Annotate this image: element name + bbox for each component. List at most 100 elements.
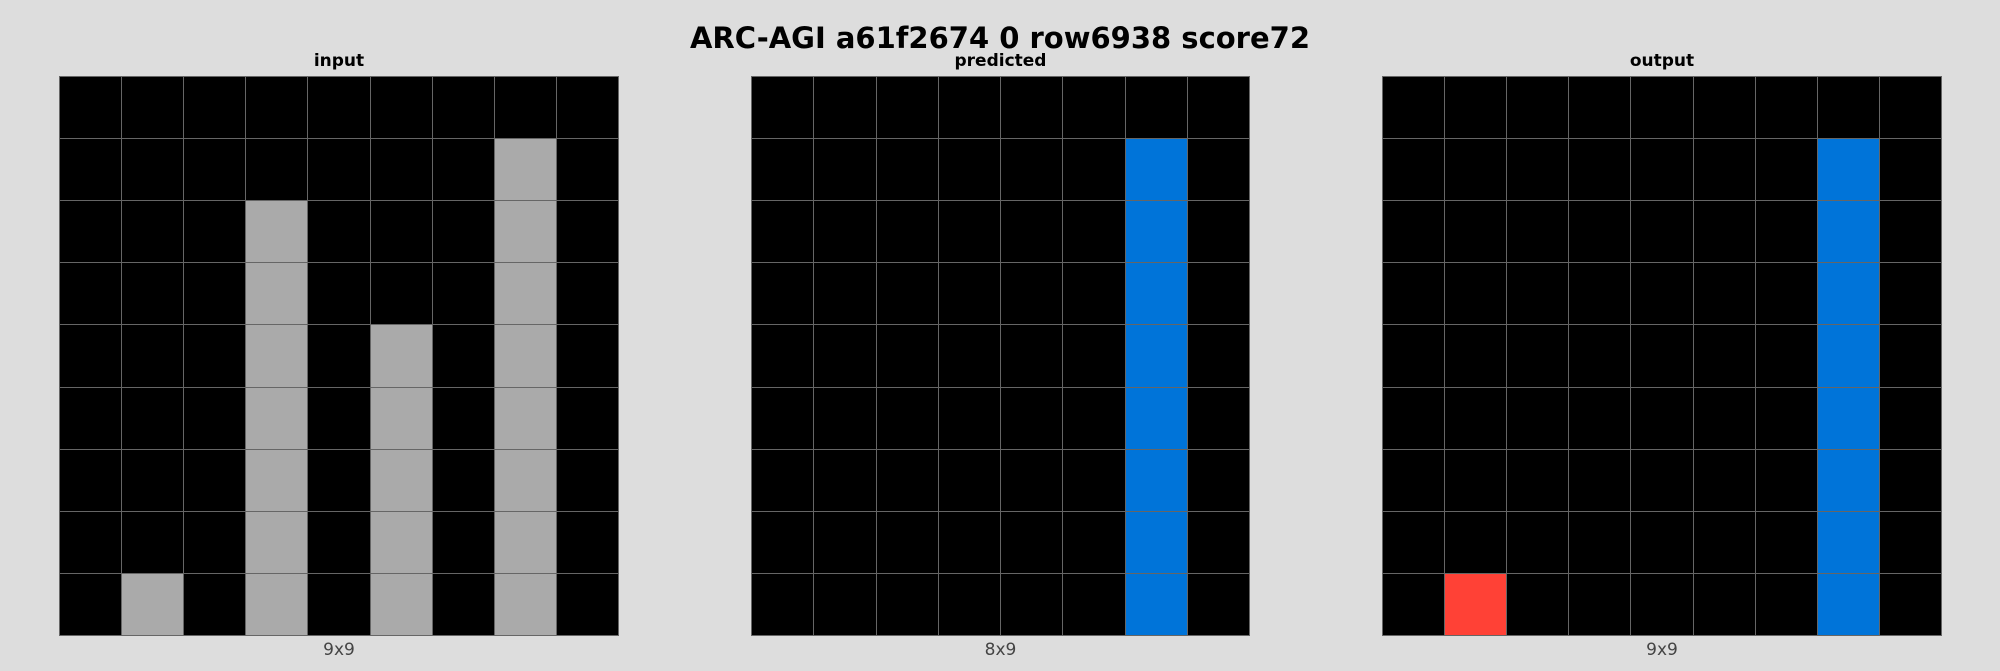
input-cell-r6-c3 xyxy=(246,449,308,511)
input-cell-r7-c2 xyxy=(184,511,246,573)
output-cell-r0-c7 xyxy=(1817,77,1879,139)
predicted-cell-r5-c5 xyxy=(1063,387,1125,449)
predicted-cell-r4-c6 xyxy=(1125,325,1187,387)
output-cell-r6-c2 xyxy=(1507,449,1569,511)
input-cell-r0-c2 xyxy=(184,77,246,139)
input-cell-r4-c7 xyxy=(494,325,556,387)
output-cell-r3-c5 xyxy=(1693,263,1755,325)
output-cell-r7-c5 xyxy=(1693,511,1755,573)
output-cell-r5-c1 xyxy=(1445,387,1507,449)
input-cell-r0-c1 xyxy=(122,77,184,139)
output-cell-r3-c6 xyxy=(1755,263,1817,325)
output-cell-r4-c2 xyxy=(1507,325,1569,387)
output-cell-r1-c7 xyxy=(1817,139,1879,201)
output-cell-r8-c3 xyxy=(1569,573,1631,635)
output-cell-r0-c2 xyxy=(1507,77,1569,139)
output-cell-r6-c5 xyxy=(1693,449,1755,511)
predicted-cell-r2-c5 xyxy=(1063,201,1125,263)
input-cell-r5-c6 xyxy=(432,387,494,449)
output-cell-r0-c5 xyxy=(1693,77,1755,139)
predicted-cell-r2-c1 xyxy=(814,201,876,263)
predicted-cell-r1-c5 xyxy=(1063,139,1125,201)
predicted-cell-r4-c3 xyxy=(938,325,1000,387)
predicted-cell-r3-c3 xyxy=(938,263,1000,325)
predicted-cell-r1-c1 xyxy=(814,139,876,201)
output-cell-r3-c1 xyxy=(1445,263,1507,325)
predicted-cell-r7-c0 xyxy=(752,511,814,573)
output-cell-r1-c2 xyxy=(1507,139,1569,201)
predicted-cell-r2-c0 xyxy=(752,201,814,263)
output-cell-r3-c3 xyxy=(1569,263,1631,325)
input-cell-r6-c8 xyxy=(556,449,618,511)
predicted-grid xyxy=(751,76,1250,636)
input-cell-r2-c2 xyxy=(184,201,246,263)
output-cell-r6-c3 xyxy=(1569,449,1631,511)
predicted-cell-r2-c3 xyxy=(938,201,1000,263)
input-cell-r2-c3 xyxy=(246,201,308,263)
output-cell-r3-c7 xyxy=(1817,263,1879,325)
output-cell-r4-c4 xyxy=(1631,325,1693,387)
output-cell-r8-c5 xyxy=(1693,573,1755,635)
input-cell-r8-c8 xyxy=(556,573,618,635)
output-cell-r7-c6 xyxy=(1755,511,1817,573)
predicted-cell-r3-c0 xyxy=(752,263,814,325)
input-cell-r3-c8 xyxy=(556,263,618,325)
predicted-cell-r7-c3 xyxy=(938,511,1000,573)
input-cell-r3-c6 xyxy=(432,263,494,325)
input-cell-r6-c2 xyxy=(184,449,246,511)
predicted-cell-r1-c6 xyxy=(1125,139,1187,201)
output-cell-r4-c8 xyxy=(1879,325,1941,387)
input-cell-r7-c6 xyxy=(432,511,494,573)
predicted-cell-r2-c4 xyxy=(1001,201,1063,263)
input-cell-r7-c1 xyxy=(122,511,184,573)
output-cell-r5-c2 xyxy=(1507,387,1569,449)
output-cell-r8-c1 xyxy=(1445,573,1507,635)
predicted-cell-r5-c0 xyxy=(752,387,814,449)
output-cell-r0-c6 xyxy=(1755,77,1817,139)
input-cell-r1-c1 xyxy=(122,139,184,201)
input-cell-r0-c5 xyxy=(370,77,432,139)
input-cell-r5-c3 xyxy=(246,387,308,449)
output-cell-r3-c8 xyxy=(1879,263,1941,325)
output-cell-r7-c2 xyxy=(1507,511,1569,573)
output-cell-r2-c4 xyxy=(1631,201,1693,263)
input-cell-r0-c6 xyxy=(432,77,494,139)
output-cell-r5-c4 xyxy=(1631,387,1693,449)
input-cell-r6-c7 xyxy=(494,449,556,511)
predicted-cell-r1-c2 xyxy=(876,139,938,201)
predicted-cell-r5-c6 xyxy=(1125,387,1187,449)
predicted-cell-r6-c4 xyxy=(1001,449,1063,511)
input-cell-r5-c4 xyxy=(308,387,370,449)
input-cell-r4-c5 xyxy=(370,325,432,387)
predicted-cell-r7-c4 xyxy=(1001,511,1063,573)
predicted-cell-r1-c7 xyxy=(1187,139,1249,201)
input-cell-r8-c4 xyxy=(308,573,370,635)
input-cell-r1-c2 xyxy=(184,139,246,201)
input-cell-r8-c2 xyxy=(184,573,246,635)
output-cell-r5-c5 xyxy=(1693,387,1755,449)
input-cell-r3-c4 xyxy=(308,263,370,325)
input-cell-r5-c1 xyxy=(122,387,184,449)
predicted-cell-r8-c7 xyxy=(1187,573,1249,635)
input-cell-r1-c0 xyxy=(60,139,122,201)
predicted-cell-r8-c6 xyxy=(1125,573,1187,635)
predicted-panel-title: predicted xyxy=(954,51,1047,71)
predicted-cell-r8-c1 xyxy=(814,573,876,635)
predicted-cell-r0-c6 xyxy=(1125,77,1187,139)
output-cell-r6-c6 xyxy=(1755,449,1817,511)
predicted-cell-r1-c3 xyxy=(938,139,1000,201)
input-cell-r3-c5 xyxy=(370,263,432,325)
output-cell-r5-c3 xyxy=(1569,387,1631,449)
input-cell-r4-c6 xyxy=(432,325,494,387)
output-cell-r4-c0 xyxy=(1383,325,1445,387)
predicted-cell-r7-c2 xyxy=(876,511,938,573)
input-cell-r5-c0 xyxy=(60,387,122,449)
input-cell-r0-c4 xyxy=(308,77,370,139)
output-cell-r3-c0 xyxy=(1383,263,1445,325)
predicted-cell-r7-c1 xyxy=(814,511,876,573)
predicted-cell-r3-c6 xyxy=(1125,263,1187,325)
input-panel-title: input xyxy=(313,51,365,71)
output-cell-r0-c0 xyxy=(1383,77,1445,139)
input-cell-r7-c7 xyxy=(494,511,556,573)
input-cell-r1-c5 xyxy=(370,139,432,201)
